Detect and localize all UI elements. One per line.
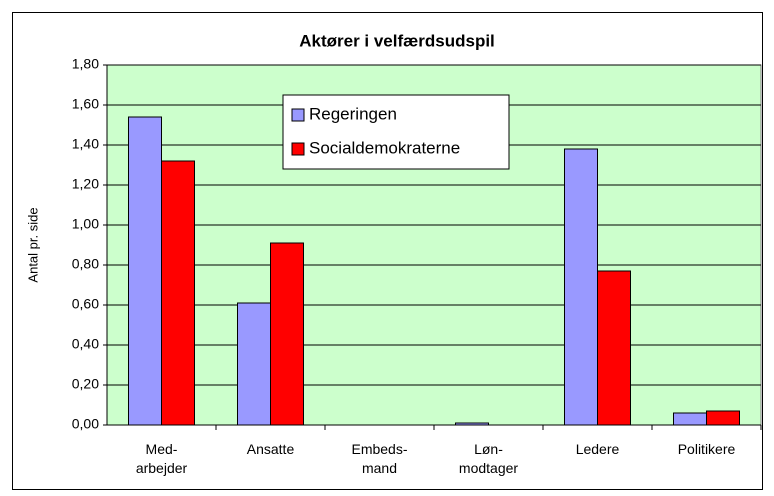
legend-swatch: [291, 108, 305, 122]
bar: [564, 148, 598, 426]
x-tick-label: Ansatte: [246, 441, 295, 457]
bar: [597, 270, 631, 426]
x-tick-label: Embeds- mand: [351, 441, 408, 476]
y-tick-label: 1,20: [72, 176, 99, 192]
chart-title: Aktører i velfærdsudspil: [299, 31, 495, 50]
x-tick-label: Løn- modtager: [458, 441, 519, 476]
x-tick-label: Med- arbejder: [135, 441, 188, 476]
y-axis-label: Antal pr. side: [25, 207, 40, 282]
y-tick-label: 1,80: [72, 56, 99, 72]
y-tick-label: 0,00: [72, 416, 99, 432]
legend-label: Regeringen: [309, 104, 397, 123]
legend-box: [282, 94, 510, 170]
y-tick-label: 1,60: [72, 96, 99, 112]
legend-label: Socialdemokraterne: [309, 138, 460, 157]
y-tick-label: 0,60: [72, 296, 99, 312]
y-tick-label: 0,80: [72, 256, 99, 272]
bar: [161, 160, 195, 426]
bar: [270, 242, 304, 426]
y-tick-label: 1,40: [72, 136, 99, 152]
bar: [706, 410, 740, 426]
bar: [128, 116, 162, 426]
x-tick-label: Politikere: [677, 441, 736, 457]
bar: [237, 302, 271, 426]
legend-swatch: [291, 142, 305, 156]
y-tick-label: 0,40: [72, 336, 99, 352]
y-tick-label: 0,20: [72, 376, 99, 392]
x-tick-label: Ledere: [575, 441, 620, 457]
bar: [673, 412, 707, 426]
y-tick-label: 1,00: [72, 216, 99, 232]
